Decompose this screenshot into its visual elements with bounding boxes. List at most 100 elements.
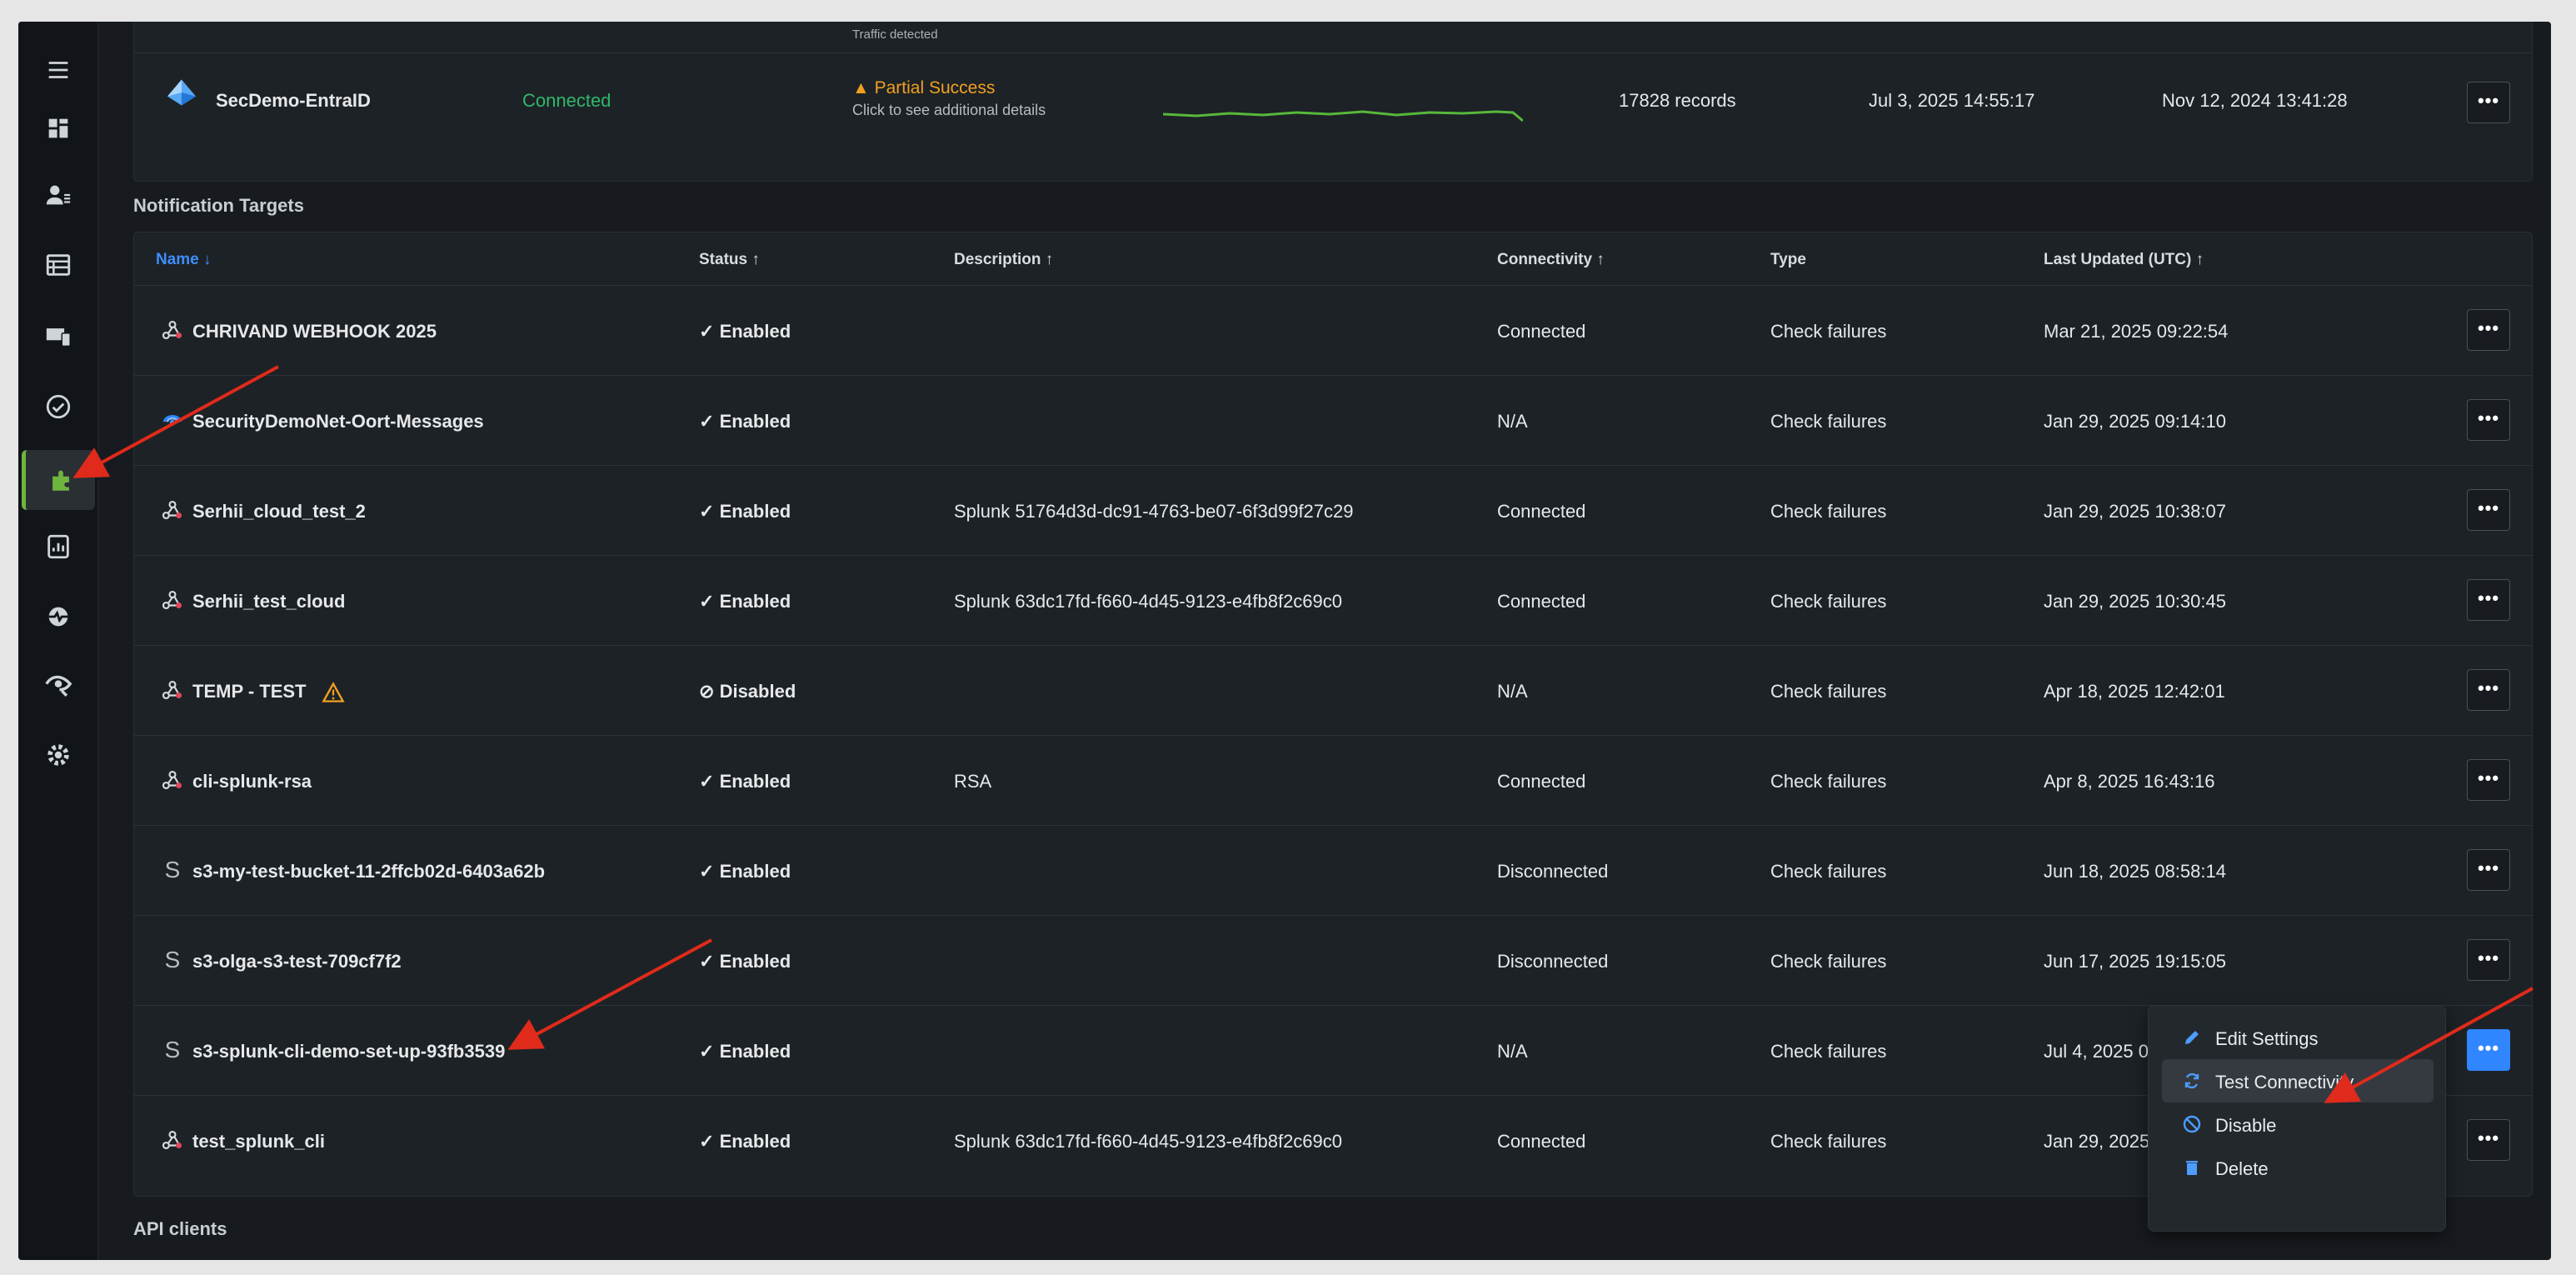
target-description: RSA bbox=[954, 771, 992, 792]
menu-icon[interactable] bbox=[40, 52, 77, 88]
table-row[interactable]: cli-splunk-rsa ✓ Enabled RSA Connected C… bbox=[134, 736, 2532, 826]
last-updated: Apr 18, 2025 12:42:01 bbox=[2044, 681, 2225, 702]
settings-gear-icon[interactable] bbox=[40, 737, 77, 773]
last-updated: Apr 8, 2025 16:43:16 bbox=[2044, 771, 2215, 792]
devices-icon[interactable] bbox=[40, 318, 77, 355]
target-name[interactable]: s3-splunk-cli-demo-set-up-93fb3539 bbox=[192, 1041, 506, 1062]
target-description: Splunk 51764d3d-dc91-4763-be07-6f3d99f27… bbox=[954, 501, 1354, 522]
checks-icon[interactable] bbox=[40, 388, 77, 425]
target-name[interactable]: TEMP - TEST bbox=[192, 681, 345, 703]
column-description-header[interactable]: Description ↑ bbox=[954, 251, 1054, 268]
webhook-icon bbox=[161, 588, 184, 612]
connectivity-status: N/A bbox=[1497, 681, 1528, 702]
check-icon: ✓ bbox=[699, 951, 715, 972]
disable-menu-item[interactable]: Disable bbox=[2162, 1102, 2434, 1146]
webhook-icon bbox=[161, 318, 184, 342]
target-name[interactable]: SecurityDemoNet-Oort-Messages bbox=[192, 411, 484, 432]
target-type: Check failures bbox=[1770, 771, 1887, 792]
target-name[interactable]: Serhii_cloud_test_2 bbox=[192, 501, 366, 522]
table-row[interactable]: SecurityDemoNet-Oort-Messages ✓ Enabled … bbox=[134, 376, 2532, 466]
target-name[interactable]: s3-my-test-bucket-11-2ffcb02d-6403a62b bbox=[192, 861, 546, 882]
row-more-button[interactable]: ••• bbox=[2467, 309, 2510, 351]
partial-success-link[interactable]: ▲ Partial Success bbox=[852, 78, 996, 98]
status-enabled: ✓ Enabled bbox=[699, 861, 791, 882]
row-more-button[interactable]: ••• bbox=[2467, 579, 2510, 621]
ban-icon bbox=[2183, 1115, 2201, 1133]
s3-icon: S bbox=[164, 857, 181, 882]
target-name[interactable]: test_splunk_cli bbox=[192, 1131, 325, 1152]
status-label: Enabled bbox=[719, 1041, 791, 1062]
target-description: Splunk 63dc17fd-f660-4d45-9123-e4fb8f2c6… bbox=[954, 1131, 1343, 1152]
connectivity-status: Disconnected bbox=[1497, 861, 1609, 882]
reports-icon[interactable] bbox=[40, 528, 77, 565]
row-more-button[interactable]: ••• bbox=[2467, 399, 2510, 441]
test-connectivity-menu-item[interactable]: Test Connectivity bbox=[2162, 1059, 2434, 1102]
source-name[interactable]: SecDemo-EntraID bbox=[216, 90, 371, 111]
target-type: Check failures bbox=[1770, 681, 1887, 702]
status-enabled: ✓ Enabled bbox=[699, 1041, 791, 1062]
row-more-button[interactable]: ••• bbox=[2467, 489, 2510, 531]
column-connectivity-header[interactable]: Connectivity ↑ bbox=[1497, 251, 1605, 268]
status-enabled: ✓ Enabled bbox=[699, 1131, 791, 1152]
target-name[interactable]: s3-olga-s3-test-709cf7f2 bbox=[192, 951, 402, 972]
column-name-header[interactable]: Name ↓ bbox=[156, 251, 212, 268]
column-status-header[interactable]: Status ↑ bbox=[699, 251, 760, 268]
webhook-icon bbox=[161, 1128, 184, 1152]
status-enabled: ✓ Enabled bbox=[699, 321, 791, 342]
dashboard-icon[interactable] bbox=[40, 110, 77, 147]
s3-icon: S bbox=[164, 947, 181, 972]
pencil-icon bbox=[2185, 1031, 2199, 1044]
status-label: Enabled bbox=[719, 321, 791, 342]
last-updated: Mar 21, 2025 09:22:54 bbox=[2044, 321, 2229, 342]
target-name[interactable]: CHRIVAND WEBHOOK 2025 bbox=[192, 321, 437, 342]
status-label: Disabled bbox=[719, 681, 796, 702]
row-more-button[interactable]: ••• bbox=[2467, 849, 2510, 891]
azure-event-icon bbox=[161, 408, 184, 432]
column-last-updated-header[interactable]: Last Updated (UTC) ↑ bbox=[2044, 251, 2204, 268]
delete-menu-item[interactable]: Delete bbox=[2162, 1146, 2434, 1189]
source-more-button[interactable]: ••• bbox=[2467, 82, 2510, 123]
check-icon: ✓ bbox=[699, 501, 715, 522]
target-name-label: TEMP - TEST bbox=[192, 681, 307, 702]
status-enabled: ✓ Enabled bbox=[699, 411, 791, 432]
connectivity-status: Connected bbox=[1497, 501, 1586, 522]
table-row[interactable]: CHRIVAND WEBHOOK 2025 ✓ Enabled Connecte… bbox=[134, 286, 2532, 376]
column-type-header: Type bbox=[1770, 251, 1806, 268]
connectivity-status: Connected bbox=[1497, 1131, 1586, 1152]
table-row[interactable]: Serhii_test_cloud ✓ Enabled Splunk 63dc1… bbox=[134, 556, 2532, 646]
row-more-button[interactable]: ••• bbox=[2467, 939, 2510, 981]
table-row[interactable]: S s3-my-test-bucket-11-2ffcb02d-6403a62b… bbox=[134, 826, 2532, 916]
target-description: Splunk 63dc17fd-f660-4d45-9123-e4fb8f2c6… bbox=[954, 591, 1343, 612]
row-more-button[interactable]: ••• bbox=[2467, 669, 2510, 711]
table-row[interactable]: TEMP - TEST ⊘ Disabled N/A Check failure… bbox=[134, 646, 2532, 736]
monitoring-icon[interactable] bbox=[40, 598, 77, 635]
target-type: Check failures bbox=[1770, 951, 1887, 972]
row-more-button-active[interactable]: ••• bbox=[2467, 1029, 2510, 1071]
status-label: Enabled bbox=[719, 861, 791, 882]
users-icon[interactable] bbox=[40, 177, 77, 213]
webhook-icon bbox=[161, 678, 184, 702]
integrations-icon[interactable] bbox=[22, 450, 95, 510]
edit-settings-menu-item[interactable]: Edit Settings bbox=[2162, 1016, 2434, 1059]
row-more-button[interactable]: ••• bbox=[2467, 1119, 2510, 1161]
inventory-icon[interactable] bbox=[40, 247, 77, 283]
delete-label: Delete bbox=[2215, 1158, 2269, 1179]
table-row[interactable]: S s3-olga-s3-test-709cf7f2 ✓ Enabled Dis… bbox=[134, 916, 2532, 1006]
sidebar bbox=[18, 22, 98, 1260]
target-name[interactable]: cli-splunk-rsa bbox=[192, 771, 312, 792]
source-row[interactable]: SecDemo-EntraID Connected ▲ Partial Succ… bbox=[134, 53, 2532, 150]
last-updated: Jun 17, 2025 19:15:05 bbox=[2044, 951, 2226, 972]
connectivity-status: N/A bbox=[1497, 411, 1528, 432]
target-name[interactable]: Serhii_test_cloud bbox=[192, 591, 346, 612]
row-more-button[interactable]: ••• bbox=[2467, 759, 2510, 801]
disable-label: Disable bbox=[2215, 1115, 2277, 1136]
target-type: Check failures bbox=[1770, 321, 1887, 342]
visibility-icon[interactable] bbox=[40, 667, 77, 703]
target-type: Check failures bbox=[1770, 1041, 1887, 1062]
warning-icon bbox=[321, 682, 345, 702]
api-clients-title: API clients bbox=[133, 1218, 227, 1239]
result-details-hint[interactable]: Click to see additional details bbox=[852, 102, 1046, 118]
status-enabled: ✓ Enabled bbox=[699, 951, 791, 972]
table-row[interactable]: Serhii_cloud_test_2 ✓ Enabled Splunk 517… bbox=[134, 466, 2532, 556]
check-icon: ✓ bbox=[699, 1041, 715, 1062]
